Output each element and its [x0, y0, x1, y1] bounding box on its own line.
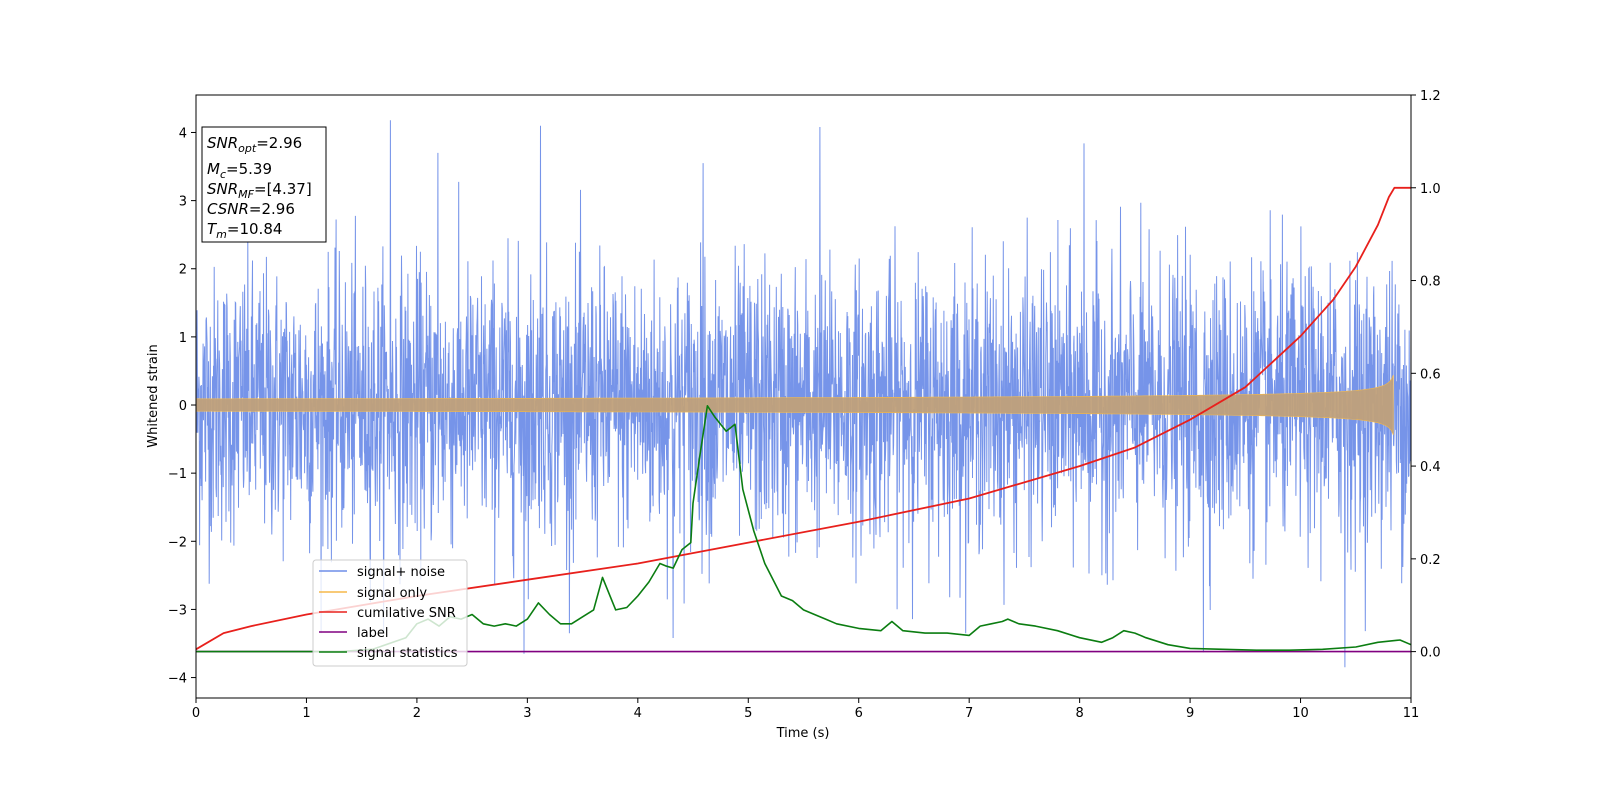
y2-tick-label-0: 0.0 — [1420, 646, 1441, 661]
legend-entry-signal-only: signal only — [319, 586, 427, 601]
stat-snr-opt: SNRopt=2.96 — [207, 134, 302, 155]
x-tick-label-11: 11 — [1403, 706, 1420, 721]
legend-entry-signal-statistics: signal statistics — [319, 646, 458, 661]
x-axis-label: Time (s) — [776, 726, 830, 741]
y2-tick-label-1: 0.2 — [1420, 553, 1441, 568]
legend-label-signal-statistics: signal statistics — [357, 646, 458, 661]
y-tick-label-0: −4 — [168, 672, 187, 687]
stat-csnr: CSNR=2.96 — [207, 200, 295, 218]
plot-frame — [195, 94, 1412, 699]
x-tick-label-4: 4 — [634, 706, 642, 721]
legend-entry-cumulative-snr: cumilative SNR — [319, 606, 456, 621]
stat-mc: Mc=5.39 — [207, 160, 272, 181]
series-signal-statistics — [196, 404, 1411, 653]
y2-tick-label-6: 1.2 — [1420, 89, 1441, 104]
y-tick-label-2: −2 — [168, 535, 187, 550]
stats-box: SNRopt=2.96 Mc=5.39 SNRMF=[4.37] CSNR=2.… — [201, 126, 327, 243]
legend: signal+ noise signal only cumilative SNR… — [312, 559, 468, 667]
y-tick-label-6: 2 — [179, 263, 187, 278]
y-tick-label-7: 3 — [179, 195, 187, 210]
y-axis-left: −4 −3 −2 −1 0 1 2 3 4 — [168, 126, 196, 687]
y2-tick-label-5: 1.0 — [1420, 182, 1441, 197]
series-signal-only — [196, 374, 1394, 436]
x-axis: 0 1 2 3 4 5 6 7 8 9 10 11 — [192, 698, 1419, 721]
legend-entry-signal-noise: signal+ noise — [319, 565, 445, 580]
series-signal-noise — [196, 120, 1411, 668]
y-axis-right: 0.0 0.2 0.4 0.6 0.8 1.0 1.2 — [1411, 89, 1441, 661]
x-tick-label-7: 7 — [965, 706, 973, 721]
legend-entry-label: label — [319, 626, 388, 641]
stat-snr-mf: SNRMF=[4.37] — [207, 180, 312, 201]
y-tick-label-1: −3 — [168, 603, 187, 618]
y2-tick-label-4: 0.8 — [1420, 275, 1441, 290]
legend-label-label: label — [357, 626, 388, 641]
y-tick-label-4: 0 — [179, 399, 187, 414]
y-tick-label-8: 4 — [179, 126, 187, 141]
x-tick-label-3: 3 — [523, 706, 531, 721]
y-axis-label: Whitened strain — [146, 344, 161, 447]
x-tick-label-10: 10 — [1292, 706, 1309, 721]
legend-label-signal-noise: signal+ noise — [357, 565, 445, 580]
x-tick-label-0: 0 — [192, 706, 200, 721]
legend-label-cumulative-snr: cumilative SNR — [357, 606, 456, 621]
y-tick-label-5: 1 — [179, 331, 187, 346]
y2-tick-label-2: 0.4 — [1420, 460, 1441, 475]
x-tick-label-5: 5 — [744, 706, 752, 721]
y2-tick-label-3: 0.6 — [1420, 367, 1441, 382]
y-tick-label-3: −1 — [168, 467, 187, 482]
legend-label-signal-only: signal only — [357, 586, 427, 601]
x-tick-label-9: 9 — [1186, 706, 1194, 721]
x-tick-label-8: 8 — [1075, 706, 1083, 721]
x-tick-label-6: 6 — [855, 706, 863, 721]
x-tick-label-2: 2 — [413, 706, 421, 721]
stat-tm: Tm=10.84 — [207, 220, 282, 241]
x-tick-label-1: 1 — [302, 706, 310, 721]
